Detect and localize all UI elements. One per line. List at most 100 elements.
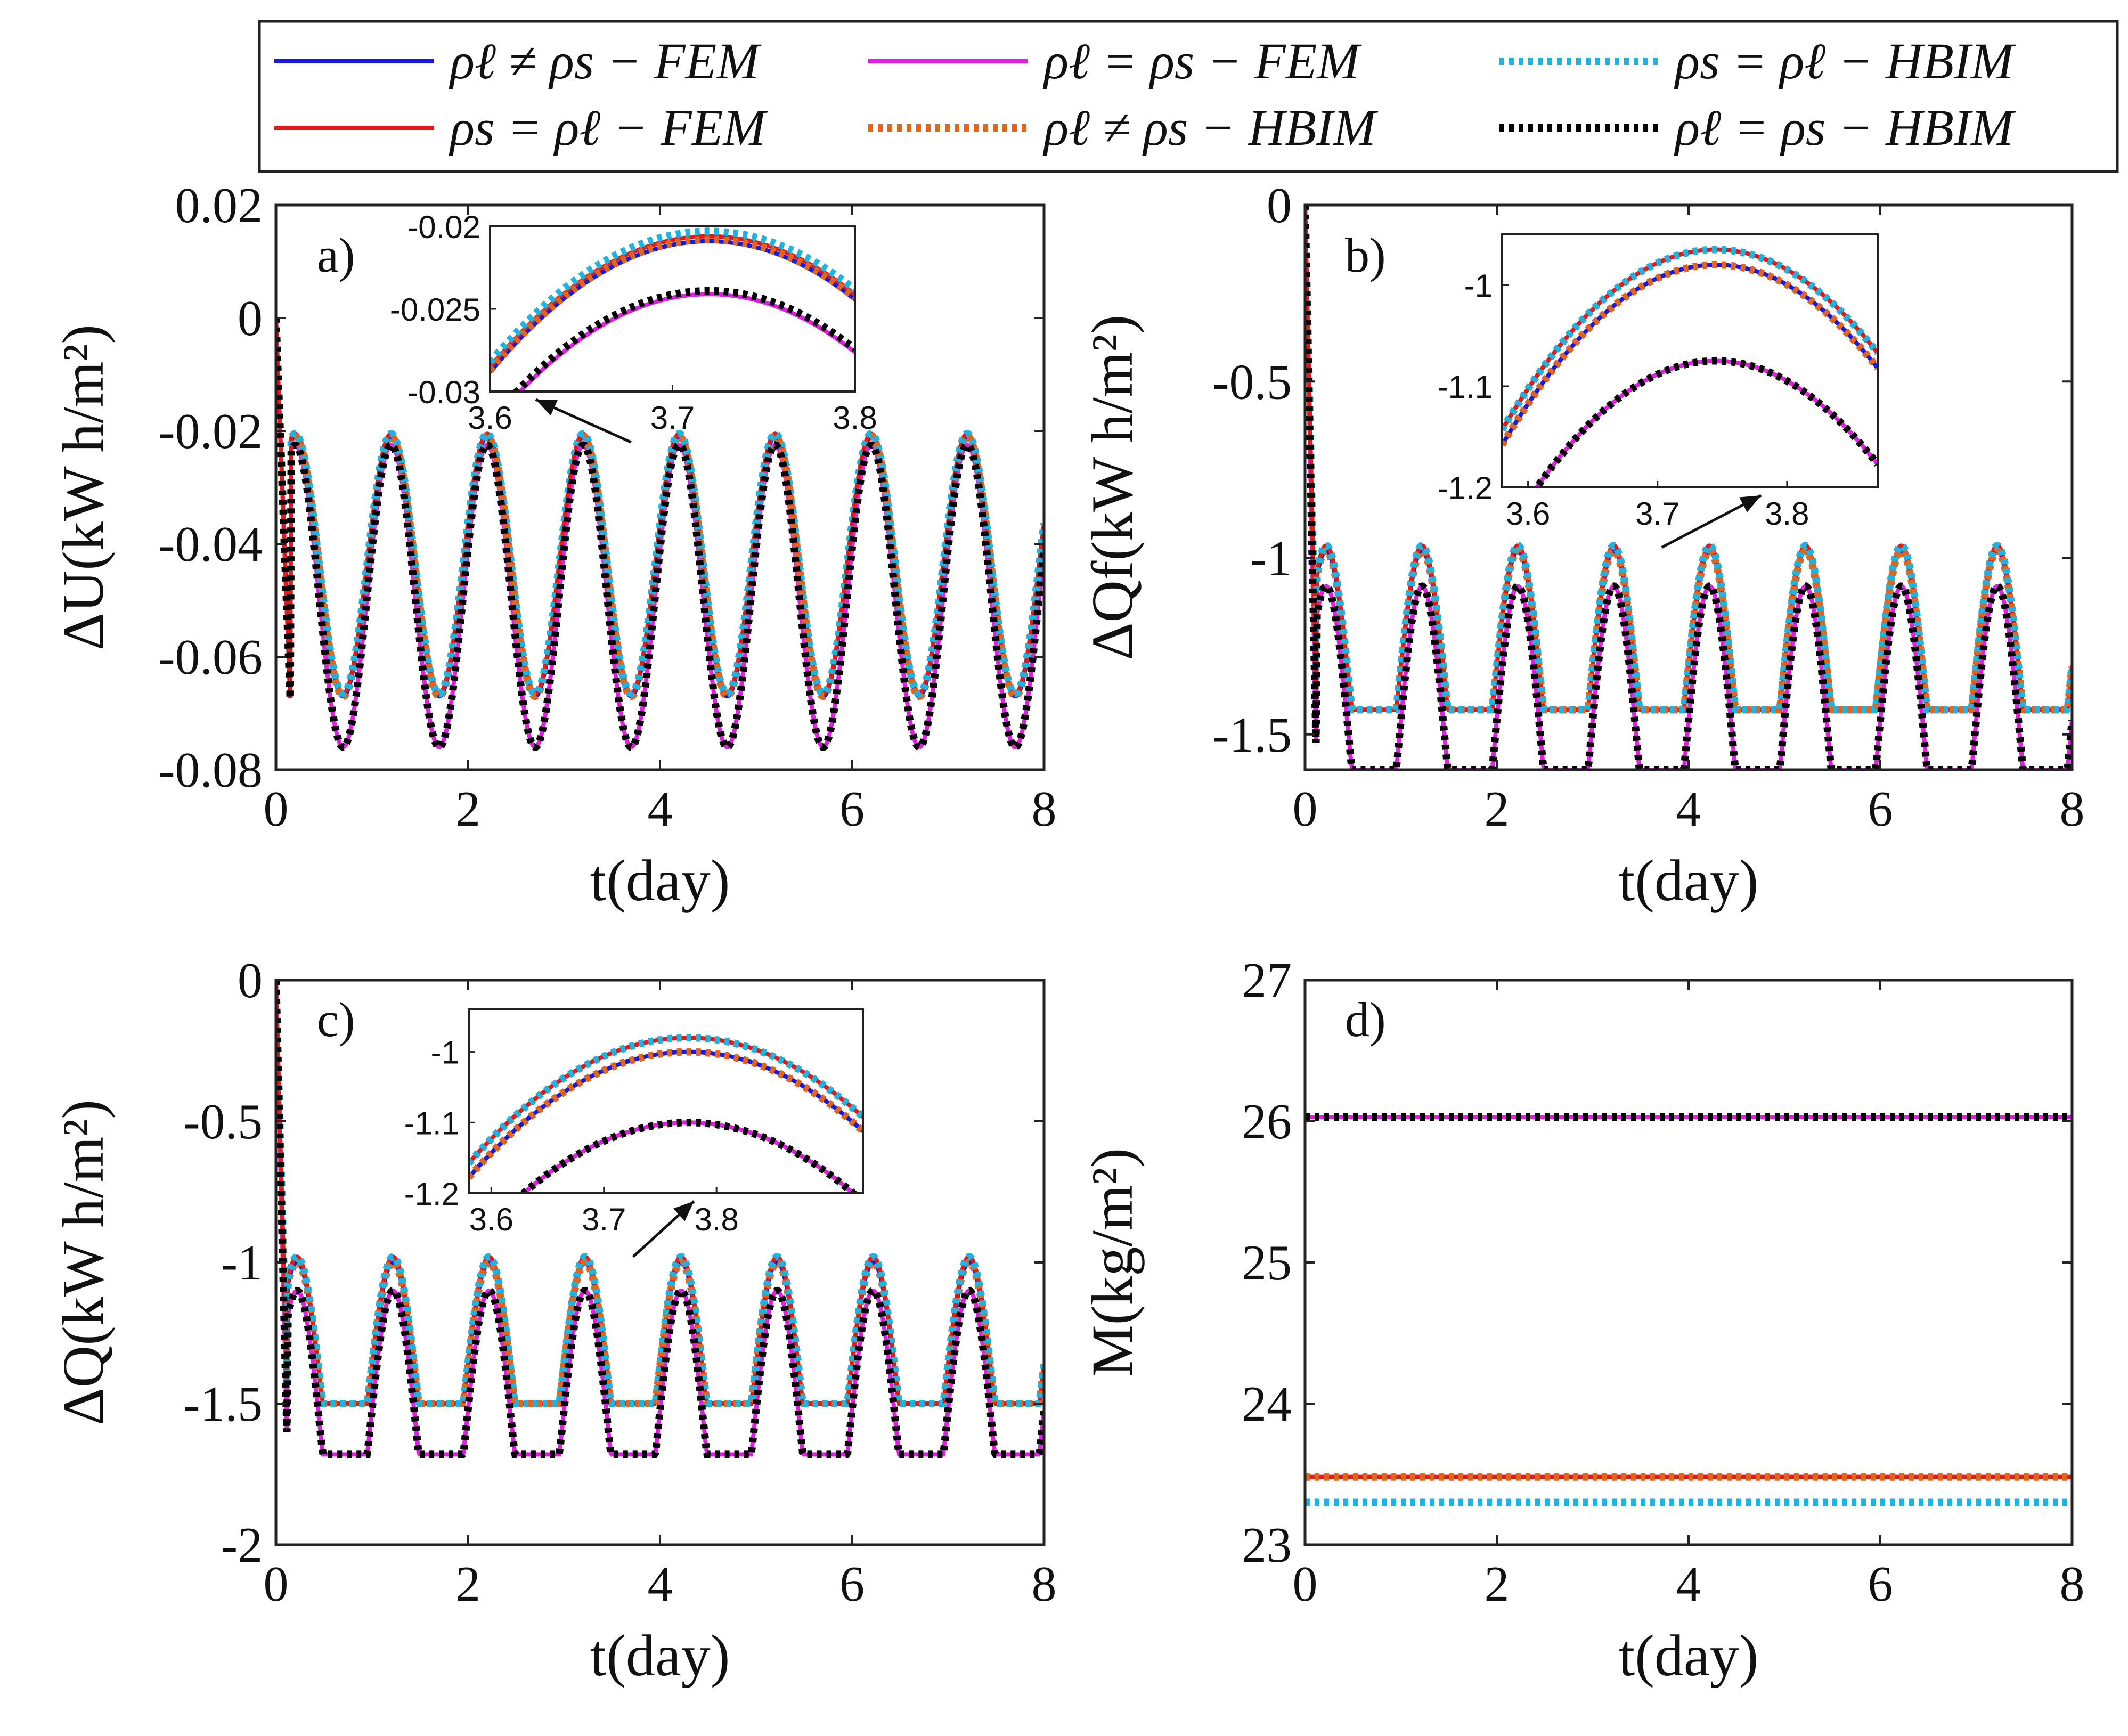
y-tick-label: -1 bbox=[221, 1235, 263, 1291]
zoom-arrow-head bbox=[535, 400, 558, 416]
y-tick-label: -0.04 bbox=[158, 517, 263, 572]
inset-y-tick-label: -0.03 bbox=[407, 374, 480, 410]
inset-x-tick-label: 3.7 bbox=[582, 1202, 626, 1237]
y-tick-label: -1 bbox=[1250, 531, 1292, 586]
y-tick-label: 0 bbox=[1267, 178, 1292, 233]
y-axis-label: M(kg/m²) bbox=[1080, 1148, 1145, 1377]
panel-a: 0 2 4 6 8 0.02 0 -0.02 -0.04 -0.06 -0.08 t(day) ΔU(k… bbox=[51, 178, 1057, 913]
panel-label: d) bbox=[1345, 992, 1386, 1047]
inset-frame bbox=[468, 1008, 864, 1194]
series-group bbox=[276, 980, 1044, 1458]
inset-series-line bbox=[490, 235, 855, 373]
y-tick-label: -0.06 bbox=[158, 630, 263, 685]
inset-x-tick-label: 3.8 bbox=[833, 400, 877, 436]
panel-label: b) bbox=[1345, 228, 1386, 282]
x-tick-label: 6 bbox=[1868, 1556, 1893, 1612]
series-line bbox=[276, 980, 1044, 1457]
legend-entry: ρℓ = ρs − FEM bbox=[868, 32, 1362, 89]
inset: 3.6 3.7 3.8 -0.02 -0.025 -0.03 bbox=[390, 209, 877, 444]
inset-x-tick-label: 3.8 bbox=[694, 1202, 738, 1237]
legend-entry: ρs = ρℓ − HBIM bbox=[1499, 32, 2016, 89]
series-group bbox=[1305, 1113, 2072, 1506]
x-axis-label: t(day) bbox=[1619, 848, 1759, 913]
x-tick-label: 2 bbox=[455, 1556, 480, 1612]
y-tick-label: 0 bbox=[238, 291, 263, 346]
inset: 3.6 3.7 3.8 -1 -1.1 -1.2 bbox=[1438, 233, 1879, 549]
legend-label: ρs = ρℓ − FEM bbox=[449, 99, 768, 156]
inset-series-line bbox=[1502, 261, 1878, 447]
inset-series bbox=[490, 227, 855, 392]
x-tick-label: 4 bbox=[1676, 1556, 1701, 1612]
series-group bbox=[1305, 205, 2072, 770]
series-line bbox=[1305, 205, 2072, 714]
legend-entry: ρℓ ≠ ρs − HBIM bbox=[868, 99, 1379, 156]
legend-box bbox=[258, 20, 2119, 173]
series-line bbox=[1305, 205, 2072, 770]
inset-series-line bbox=[490, 239, 855, 373]
y-tick-label: 23 bbox=[1242, 1518, 1292, 1573]
series-group bbox=[276, 317, 1044, 751]
x-tick-label: 0 bbox=[264, 781, 289, 837]
inset-bg bbox=[1502, 234, 1878, 487]
x-tick-label: 8 bbox=[1032, 781, 1057, 837]
inset-x-tick-label: 3.6 bbox=[469, 1202, 513, 1237]
inset-y-tick-label: -0.025 bbox=[390, 292, 480, 328]
inset-series bbox=[469, 1034, 863, 1193]
inset-x-tick-label: 3.6 bbox=[468, 400, 512, 436]
y-tick-label: 27 bbox=[1242, 953, 1292, 1008]
x-tick-label: 4 bbox=[1676, 781, 1701, 837]
panel-label: a) bbox=[317, 228, 355, 282]
inset-series-line bbox=[469, 1048, 863, 1180]
zoom-arrow-head bbox=[673, 1201, 694, 1221]
inset-y-tick-label: -1.1 bbox=[1438, 369, 1493, 405]
series-line bbox=[276, 980, 1044, 1407]
inset-series-line bbox=[511, 287, 855, 392]
x-tick-label: 4 bbox=[648, 1556, 673, 1612]
inset-series-line bbox=[1502, 246, 1878, 432]
x-axis-label: t(day) bbox=[590, 1623, 730, 1688]
legend-label: ρℓ = ρs − HBIM bbox=[1674, 99, 2016, 156]
inset-frame bbox=[1501, 233, 1879, 488]
legend-label: ρℓ ≠ ρs − FEM bbox=[449, 32, 762, 89]
y-tick-label: -0.5 bbox=[1212, 354, 1292, 410]
panels: 0 2 4 6 80.020-0.02-0.04-0.06-0.08t(day)ΔU(k… bbox=[51, 178, 2085, 1688]
inset-series-line bbox=[518, 1119, 859, 1193]
inset-x-tick-label: 3.8 bbox=[1765, 496, 1809, 532]
x-tick-label: 0 bbox=[1293, 781, 1318, 837]
x-tick-label: 8 bbox=[2060, 1556, 2085, 1612]
y-tick-label: 26 bbox=[1242, 1094, 1292, 1150]
inset-y-tick-label: -1.2 bbox=[1438, 470, 1493, 506]
inset-y-tick-label: -0.02 bbox=[407, 209, 480, 245]
y-axis-label: ΔQ(kW h/m²) bbox=[51, 1099, 116, 1425]
x-tick-label: 2 bbox=[455, 781, 480, 837]
y-tick-label: -0.02 bbox=[158, 404, 263, 459]
inset: 3.6 3.7 3.8 -1 -1.1 -1.2 bbox=[404, 1008, 864, 1258]
panel-c: 0 2 4 6 8 0 -0.5 -1 -1.5 -2 t(day) ΔQ(kW h/m²) c) 3.6… bbox=[51, 953, 1057, 1688]
inset-y-tick-label: -1 bbox=[431, 1035, 459, 1071]
panel-b: 0 2 4 6 80-0.5-1-1.5t(day)ΔQf(kW h/m²)b)3.6 3… bbox=[1080, 178, 2085, 913]
y-tick-label: -2 bbox=[221, 1518, 263, 1573]
x-tick-label: 6 bbox=[839, 781, 865, 837]
x-tick-label: 6 bbox=[1868, 781, 1893, 837]
legend-entry: ρℓ ≠ ρs − FEM bbox=[274, 32, 762, 89]
legend: ρℓ ≠ ρs − FEM ρℓ = ρs − FEM ρs = ρℓ − HBIM… bbox=[258, 20, 2119, 173]
x-tick-label: 2 bbox=[1485, 781, 1510, 837]
x-tick-label: 6 bbox=[839, 1556, 865, 1612]
x-axis-label: t(day) bbox=[1619, 1623, 1759, 1688]
inset-series-line bbox=[1532, 357, 1878, 487]
x-tick-label: 8 bbox=[2060, 781, 2085, 837]
x-tick-label: 4 bbox=[648, 781, 673, 837]
series-line bbox=[276, 317, 1044, 751]
y-tick-label: -1.5 bbox=[183, 1376, 263, 1432]
inset-x-tick-label: 3.7 bbox=[650, 400, 695, 436]
legend-entry: ρℓ = ρs − HBIM bbox=[1499, 99, 2016, 156]
y-tick-label: -1.5 bbox=[1212, 707, 1292, 763]
y-tick-label: -0.5 bbox=[183, 1094, 263, 1150]
x-tick-label: 0 bbox=[1293, 1556, 1318, 1612]
y-tick-label: 0.02 bbox=[175, 178, 263, 233]
y-tick-label: -0.08 bbox=[158, 743, 263, 798]
legend-label: ρℓ ≠ ρs − HBIM bbox=[1042, 99, 1379, 156]
y-tick-label: 25 bbox=[1242, 1235, 1292, 1291]
inset-series-line bbox=[490, 227, 855, 365]
